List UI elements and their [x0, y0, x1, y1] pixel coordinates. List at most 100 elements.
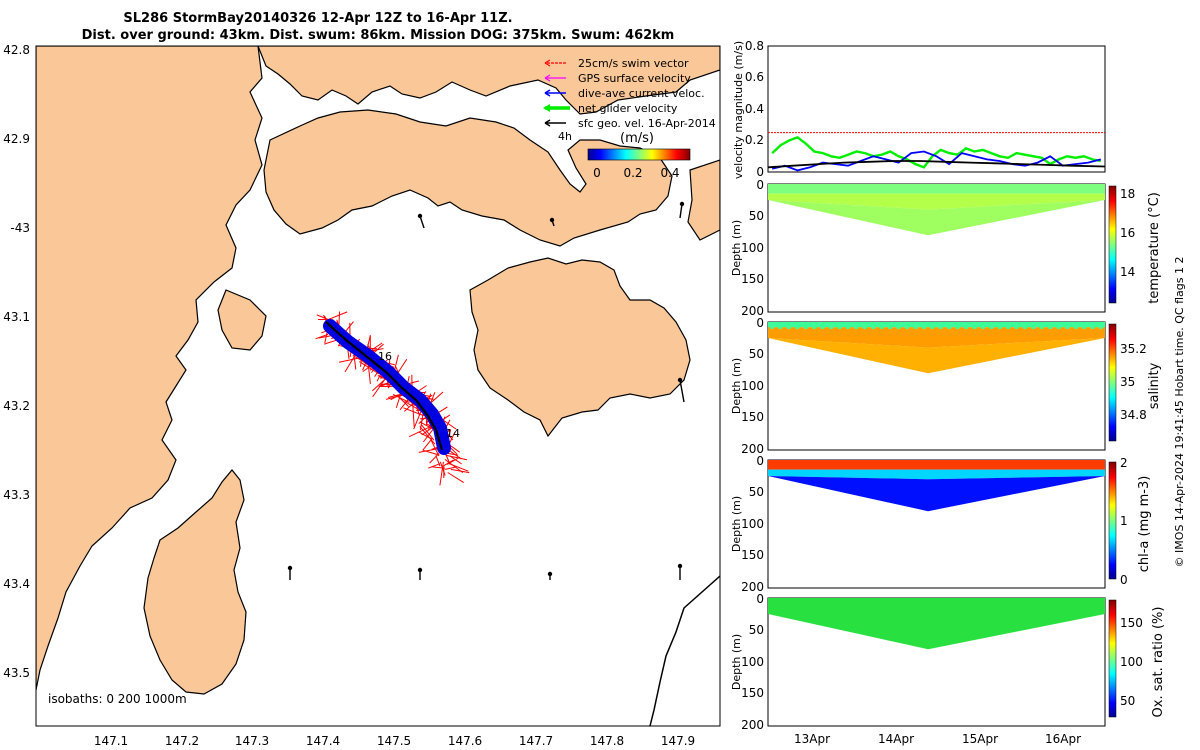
section-sample-dot — [1080, 184, 1088, 192]
sal-cbar-tick-2: 35.2 — [1120, 342, 1147, 356]
ox-ytick-0: 0 — [756, 592, 764, 606]
section-sample-dot — [946, 184, 953, 192]
ox-ytick-4: 200 — [741, 718, 764, 732]
ox-cbar-tick-2: 150 — [1120, 616, 1143, 630]
section-sample-dot — [844, 184, 852, 192]
map-colorbar-tick-1: 0.2 — [623, 166, 642, 180]
swim-vector — [445, 454, 468, 461]
temp-colorbar — [1108, 185, 1117, 304]
swim-vector — [422, 437, 433, 451]
chl-colorbar — [1108, 461, 1117, 580]
section-sample-dot — [912, 184, 919, 192]
section-sample-dot — [954, 184, 961, 192]
sal-ytick-1: 50 — [749, 347, 764, 361]
section-sample-dot — [937, 598, 944, 606]
land-southwest-island — [143, 469, 247, 695]
xtick-15apr: 15Apr — [962, 732, 998, 746]
section-sample-dot — [979, 460, 987, 468]
section-sample-dot — [836, 184, 843, 192]
section-sample-dot — [929, 322, 936, 330]
swim-vector — [444, 458, 464, 474]
land-west-mainland — [36, 46, 263, 691]
ox-ytick-1: 50 — [749, 623, 764, 637]
section-sample-dot — [1038, 322, 1046, 330]
glider-track-line — [325, 321, 444, 451]
lon-tick-0: 147.1 — [94, 734, 128, 748]
section-sample-dot — [1055, 598, 1063, 606]
legend-arrowhead-net — [543, 104, 550, 112]
velocity-panel: 0.8 0.6 0.4 0.2 0 velocity magnitude (m/… — [732, 39, 1106, 179]
legend-label-net: net glider velocity — [578, 102, 678, 115]
legend-label-dive: dive-ave current veloc. — [578, 87, 705, 100]
section-sample-dot — [1021, 322, 1029, 330]
map-frame — [35, 45, 721, 727]
section-sample-dot — [954, 322, 961, 330]
section-sample-dot — [853, 598, 860, 606]
section-sample-dot — [954, 460, 961, 468]
section-sample-dot — [794, 598, 801, 606]
legend-arrowhead-gps — [544, 74, 551, 82]
section-layer-4-0 — [768, 598, 1105, 650]
legend-time-label: 4h — [558, 130, 572, 143]
section-sample-dot — [785, 322, 793, 330]
map-colorbar-tick-0: 0 — [593, 166, 601, 180]
section-layer-1-2 — [768, 200, 1105, 236]
velocity-frame — [767, 45, 1106, 173]
section-sample-dot — [1089, 184, 1096, 192]
sal-cbar-label: salinity — [1147, 362, 1162, 409]
section-sample-dot — [836, 598, 843, 606]
swim-vector — [439, 461, 446, 476]
track-day-label-2: 14 — [446, 427, 460, 440]
temp-ytick-4: 200 — [741, 304, 764, 318]
geo-arrow-head — [677, 377, 683, 383]
temp-cbar-label: temperature (°C) — [1147, 192, 1162, 304]
sal-cbar-tick-0: 34.8 — [1120, 408, 1147, 422]
section-sample-dot — [1097, 460, 1105, 468]
section-layer-3-0 — [768, 460, 1105, 470]
chl-ytick-4: 200 — [741, 580, 764, 594]
section-sample-dot — [1021, 598, 1029, 606]
section-sample-dot — [962, 598, 970, 606]
map-colorbar-tick-2: 0.4 — [660, 166, 679, 180]
sal-ytick-0: 0 — [756, 316, 764, 330]
swim-vector — [432, 466, 445, 469]
section-sample-dot — [878, 184, 885, 192]
oxygen-panel: 0 50 100 150 200 Depth (m) 50 100 150 Ox… — [730, 592, 1166, 746]
swim-vector — [315, 333, 329, 340]
section-sample-dot — [929, 460, 936, 468]
section-sample-dot — [1097, 322, 1105, 330]
vel-ytick-3: 0.2 — [745, 133, 764, 147]
section-sample-dot — [1021, 184, 1029, 192]
chl-ylabel: Depth (m) — [730, 496, 743, 552]
section-sample-dot — [777, 460, 784, 468]
chla-panel: 0 50 100 150 200 Depth (m) 0 1 2 chl-a (… — [730, 454, 1152, 594]
section-sample-dot — [929, 598, 936, 606]
salinity-panel: 0 50 100 150 200 Depth (m) 34.8 35 35.2 … — [730, 316, 1162, 456]
section-sample-dot — [836, 322, 843, 330]
section-sample-dot — [853, 184, 860, 192]
isobaths-label: isobaths: 0 200 1000m — [48, 692, 187, 706]
velocity-series — [767, 132, 1106, 172]
temp-cbar-tick-1: 16 — [1120, 226, 1135, 240]
sal-ylabel: Depth (m) — [730, 358, 743, 414]
section-sample-dot — [768, 184, 776, 192]
section-sample-dot — [1055, 322, 1063, 330]
section-sample-dot — [1064, 598, 1071, 606]
section-sample-dot — [962, 322, 970, 330]
lat-tick-4: 43.2 — [3, 399, 30, 413]
section-sample-dot — [912, 460, 919, 468]
section-sample-dot — [903, 598, 911, 606]
section-sample-dot — [819, 322, 826, 330]
section-sample-dot — [996, 184, 1003, 192]
section-sample-dot — [895, 184, 902, 192]
section-layer-3-1 — [768, 469, 1105, 480]
section-sample-dot — [1072, 460, 1079, 468]
lat-tick-0: 42.8 — [3, 43, 30, 57]
land-right-edge-bit — [687, 159, 720, 241]
sal-ytick-4: 200 — [741, 442, 764, 456]
geo-arrow-head — [417, 213, 423, 219]
section-sample-dot — [1089, 322, 1096, 330]
section-sample-dot — [870, 322, 877, 330]
ox-cbar-tick-1: 100 — [1120, 655, 1143, 669]
vel-ytick-4: 0 — [756, 165, 764, 179]
